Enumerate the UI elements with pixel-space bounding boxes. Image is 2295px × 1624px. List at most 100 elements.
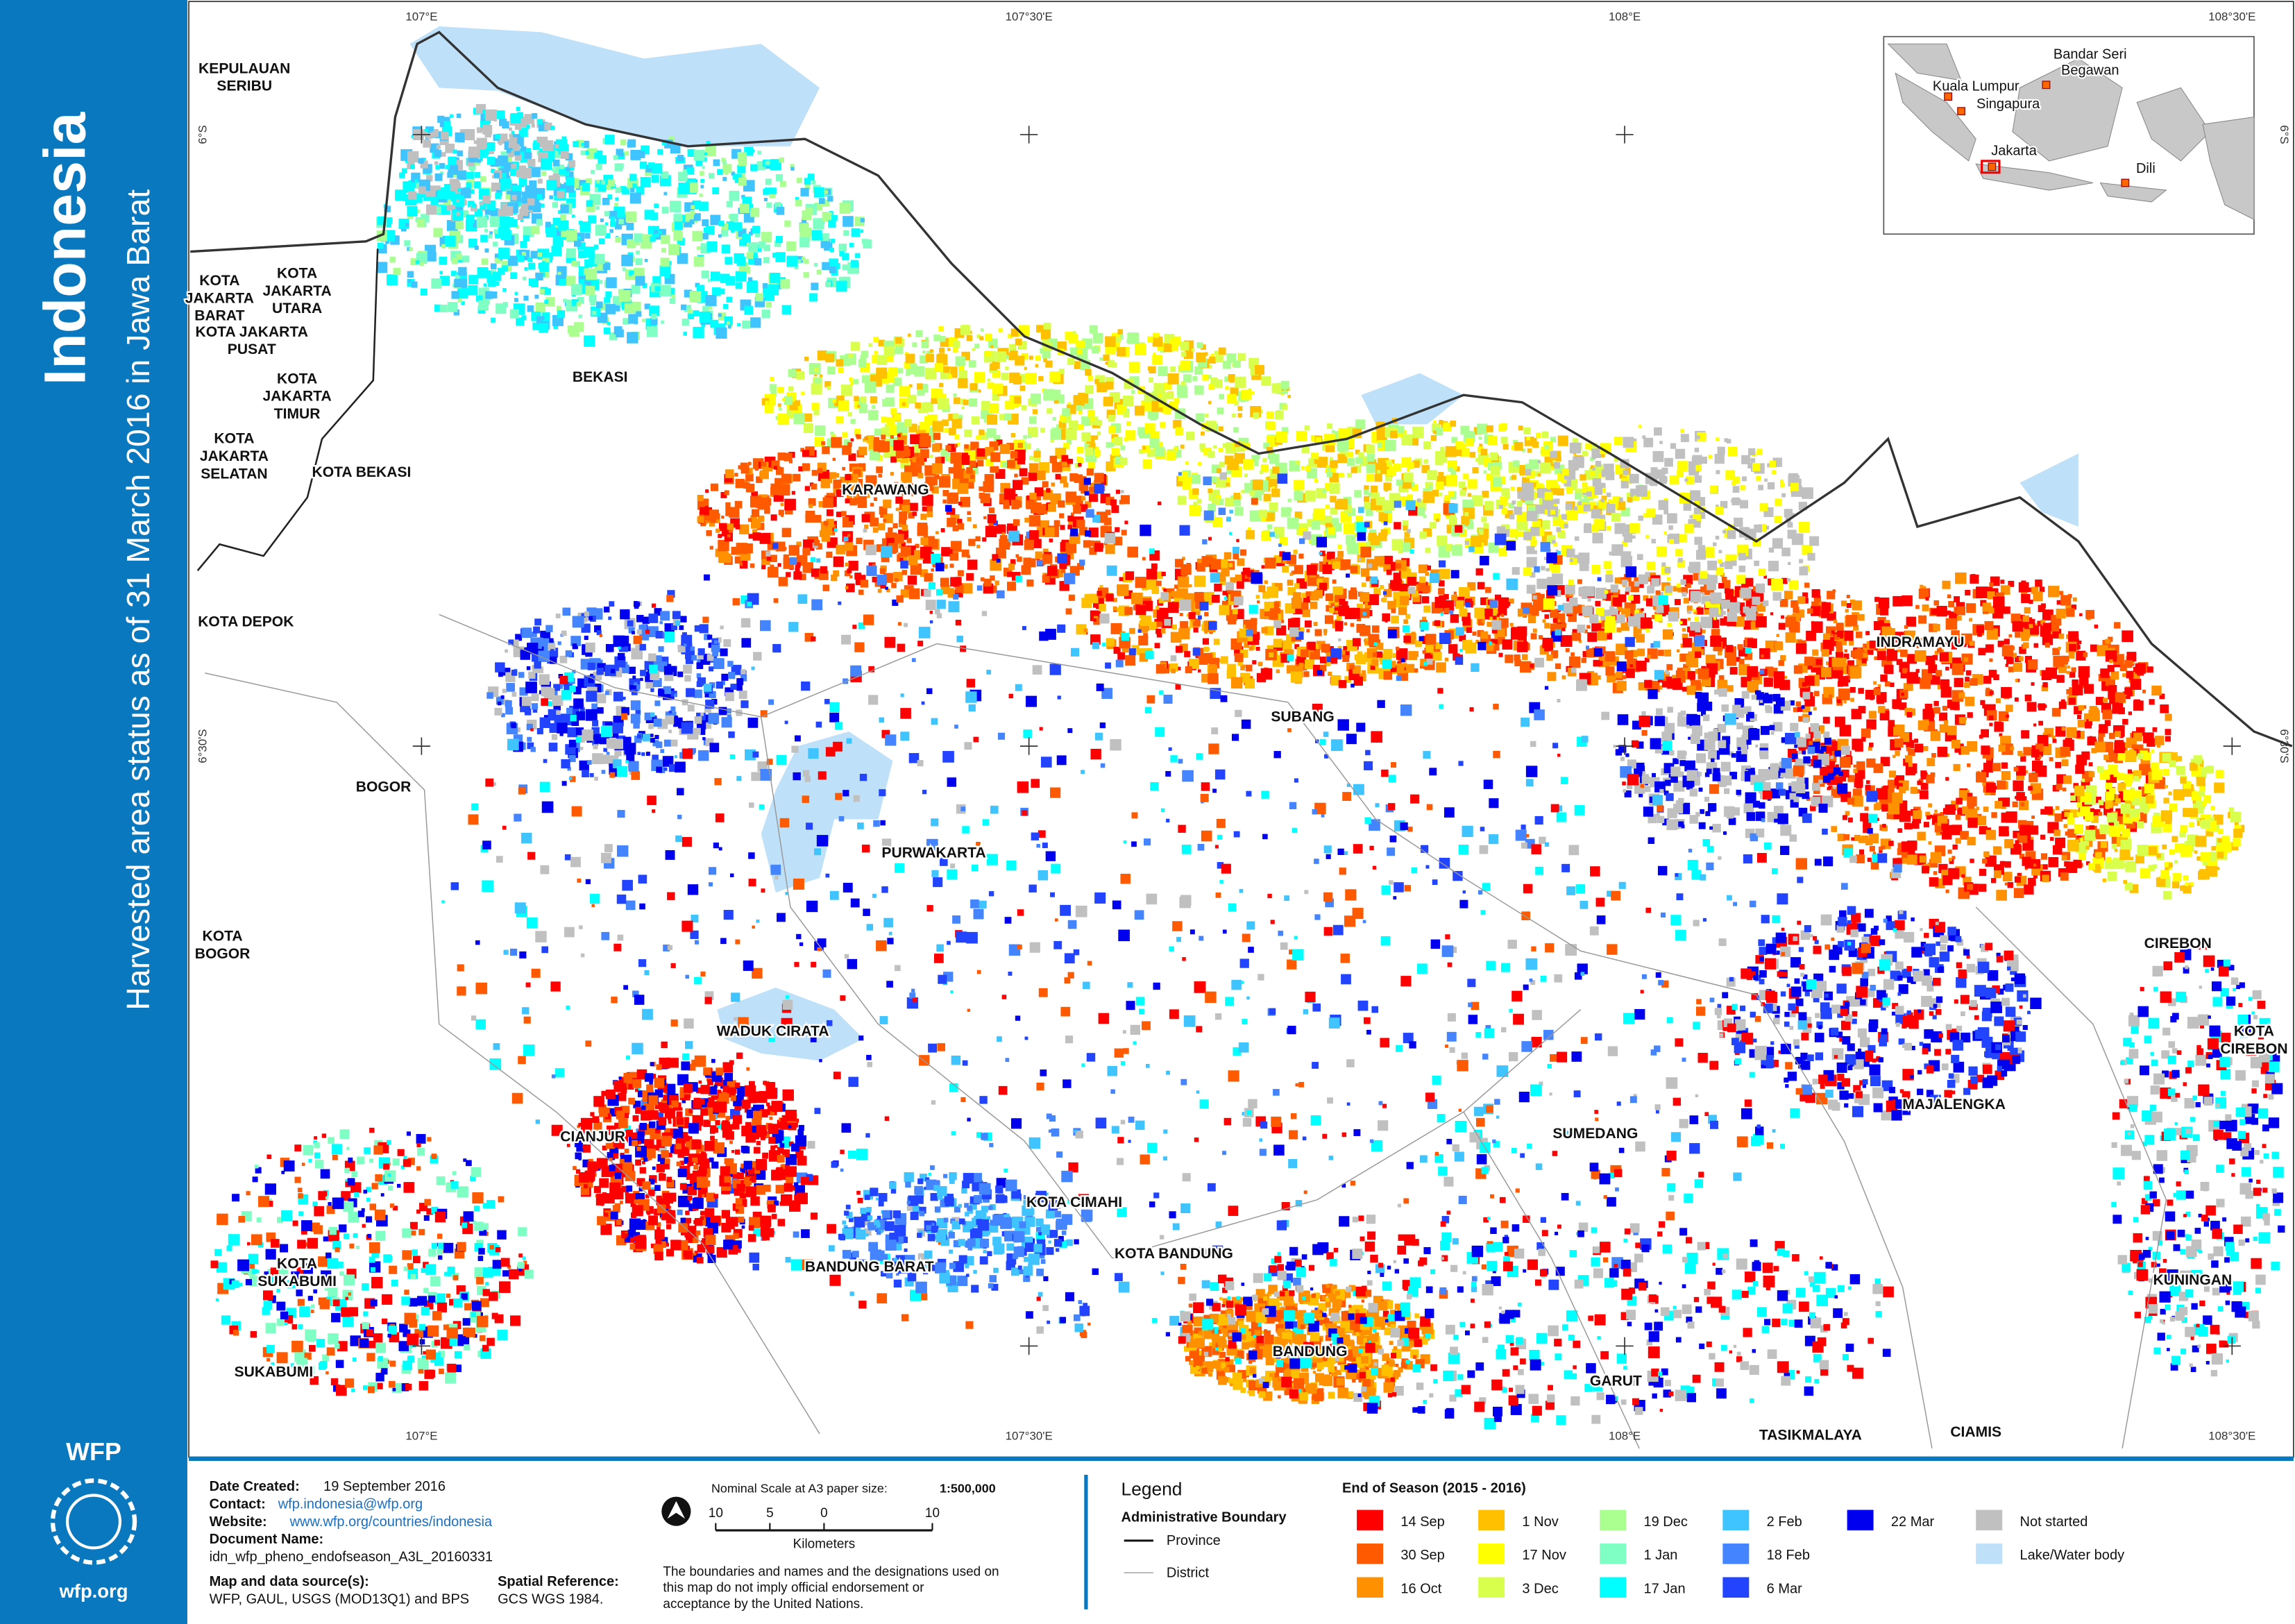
harvest-patch <box>784 498 796 511</box>
harvest-patch <box>516 107 520 112</box>
harvest-patch <box>693 256 704 267</box>
harvest-patch <box>873 337 879 343</box>
harvest-patch <box>987 378 990 382</box>
harvest-patch <box>1180 381 1186 387</box>
harvest-patch <box>473 162 477 166</box>
harvest-patch <box>468 146 480 158</box>
harvest-patch <box>451 291 459 299</box>
harvest-patch <box>642 234 652 244</box>
harvest-patch <box>1160 422 1166 428</box>
harvest-patch <box>1326 471 1333 477</box>
harvest-patch <box>870 396 878 404</box>
harvest-patch <box>1155 628 1161 634</box>
harvest-patch <box>833 556 844 567</box>
harvest-patch <box>423 139 431 148</box>
harvest-patch <box>908 588 920 600</box>
harvest-patch <box>1444 657 1449 661</box>
harvest-patch <box>1069 473 1078 482</box>
harvest-patch <box>2035 580 2042 587</box>
harvest-patch <box>693 310 700 316</box>
harvest-patch <box>836 280 847 292</box>
harvest-patch <box>2077 719 2086 728</box>
harvest-patch <box>788 386 794 392</box>
harvest-patch <box>748 242 759 252</box>
harvest-patch <box>520 184 525 187</box>
harvest-patch <box>542 140 554 151</box>
harvest-patch <box>1213 638 1220 645</box>
harvest-patch <box>981 432 989 440</box>
harvest-patch <box>1795 643 1807 654</box>
harvest-patch <box>1948 601 1955 608</box>
harvest-patch <box>1382 597 1387 603</box>
harvest-patch <box>514 153 522 161</box>
harvest-patch <box>473 140 477 144</box>
harvest-patch <box>1108 426 1116 434</box>
harvest-patch <box>1253 412 1260 419</box>
harvest-patch <box>739 239 746 246</box>
harvest-patch <box>491 183 501 192</box>
harvest-patch <box>2127 769 2133 774</box>
harvest-patch <box>523 226 534 237</box>
harvest-patch <box>899 511 908 521</box>
harvest-patch <box>706 141 711 146</box>
harvest-patch <box>894 534 904 543</box>
harvest-patch <box>701 270 709 278</box>
harvest-patch <box>545 221 551 228</box>
harvest-patch <box>761 310 770 319</box>
harvest-patch <box>560 151 569 159</box>
harvest-patch <box>1879 620 1884 625</box>
harvest-patch <box>1544 445 1550 450</box>
harvest-patch <box>482 147 489 155</box>
harvest-patch <box>1047 408 1053 414</box>
harvest-patch <box>1419 576 1426 584</box>
harvest-patch <box>1451 545 1462 556</box>
harvest-patch <box>1500 437 1508 443</box>
harvest-patch <box>934 362 943 372</box>
harvest-patch <box>1527 448 1532 453</box>
harvest-patch <box>431 278 442 289</box>
harvest-patch <box>2065 738 2073 745</box>
harvest-patch <box>1170 366 1176 373</box>
harvest-patch <box>1085 369 1092 376</box>
harvest-patch <box>897 433 901 437</box>
harvest-patch <box>731 171 735 176</box>
harvest-patch <box>1226 482 1230 487</box>
harvest-patch <box>516 169 524 178</box>
harvest-patch <box>842 466 846 471</box>
harvest-patch <box>680 304 686 310</box>
harvest-patch <box>1138 449 1144 454</box>
harvest-patch <box>1868 833 1879 844</box>
harvest-patch <box>516 198 524 206</box>
harvest-patch <box>514 298 518 303</box>
harvest-patch <box>2135 663 2146 674</box>
harvest-patch <box>1488 436 1498 446</box>
harvest-patch <box>1062 461 1067 467</box>
harvest-patch <box>1647 654 1651 659</box>
harvest-patch <box>712 187 720 194</box>
harvest-patch <box>948 374 953 379</box>
harvest-patch <box>1393 464 1401 472</box>
harvest-patch <box>565 276 576 286</box>
harvest-patch <box>537 119 543 124</box>
harvest-patch <box>493 242 498 247</box>
harvest-patch <box>809 293 818 302</box>
harvest-patch <box>598 155 607 164</box>
harvest-patch <box>1506 602 1511 607</box>
harvest-patch <box>1007 582 1017 591</box>
harvest-patch <box>1242 664 1246 668</box>
harvest-patch <box>1106 638 1115 647</box>
harvest-patch <box>482 195 491 204</box>
harvest-patch <box>1686 583 1691 589</box>
harvest-patch <box>435 131 443 139</box>
harvest-patch <box>793 473 801 482</box>
harvest-patch <box>1892 595 1904 607</box>
harvest-patch <box>661 320 664 324</box>
harvest-patch <box>998 328 1003 332</box>
harvest-patch <box>1060 476 1067 484</box>
harvest-patch <box>693 326 704 339</box>
harvest-patch <box>426 251 437 262</box>
harvest-patch <box>890 434 895 439</box>
harvest-patch <box>788 545 799 556</box>
harvest-patch <box>1006 526 1012 532</box>
harvest-patch <box>446 191 455 200</box>
